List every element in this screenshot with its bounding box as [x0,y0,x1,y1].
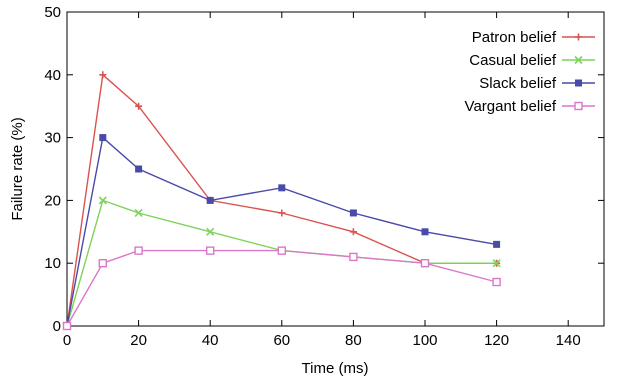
legend-item: Vargant belief [465,98,595,115]
x-tick-label: 140 [556,332,581,349]
data-point [134,208,143,218]
y-tick-label: 40 [44,67,61,84]
data-point [134,246,143,255]
series-line [66,199,497,327]
data-point [98,196,107,205]
data-point [421,228,429,236]
x-tick-label: 0 [63,332,71,349]
series-casual-belief [62,196,501,331]
series-patron-belief [63,71,501,330]
x-tick-label: 100 [412,332,437,349]
data-point [206,196,214,204]
x-tick-label: 120 [484,332,509,349]
series-vargant-belief [62,246,501,331]
data-point [278,209,286,217]
legend-item: Patron belief [472,29,595,46]
data-point [277,246,286,255]
y-tick-label: 30 [44,130,61,147]
x-tick-label: 60 [273,332,290,349]
legend-label: Patron belief [472,29,557,46]
series-line [66,136,497,327]
data-point [349,228,357,236]
data-point [135,102,143,110]
data-point [492,259,501,268]
data-point [135,165,143,173]
data-point [278,184,286,192]
data-point [205,246,215,255]
legend-label: Slack belief [479,75,557,92]
legend-item: Slack belief [479,75,595,92]
data-point [575,79,582,87]
series-lines [62,71,501,331]
plot-frame [66,11,605,327]
series-slack-belief [63,134,501,330]
x-tick-label: 20 [130,332,147,349]
data-point [420,259,430,268]
data-point [349,209,357,217]
series-line [66,249,497,327]
legend-label: Vargant belief [465,98,557,115]
data-point [206,227,215,236]
data-point [98,259,108,268]
x-tick-label: 80 [345,332,362,349]
y-axis-label: Failure rate (%) [9,117,26,220]
legend-label: Casual belief [469,52,557,69]
data-point [574,101,583,111]
x-axis-label: Time (ms) [302,360,369,377]
legend-item: Casual belief [469,52,595,69]
series-line [66,73,497,327]
x-tick-label: 40 [202,332,219,349]
legend: Patron belief Casual belief Slack belief Va… [465,29,595,115]
data-point [99,134,107,142]
data-point [493,240,501,248]
data-point [575,33,582,41]
y-tick-label: 50 [44,4,61,21]
axis-ticks: 0 20 40 60 80 100 120 140 0 10 20 30 40 50 [44,4,604,349]
data-point [349,252,358,262]
data-point [574,55,583,65]
data-point [62,321,72,331]
data-point [492,277,501,287]
y-tick-label: 10 [44,255,61,272]
data-point [99,71,107,79]
y-tick-label: 0 [53,318,61,335]
y-tick-label: 20 [44,192,61,209]
